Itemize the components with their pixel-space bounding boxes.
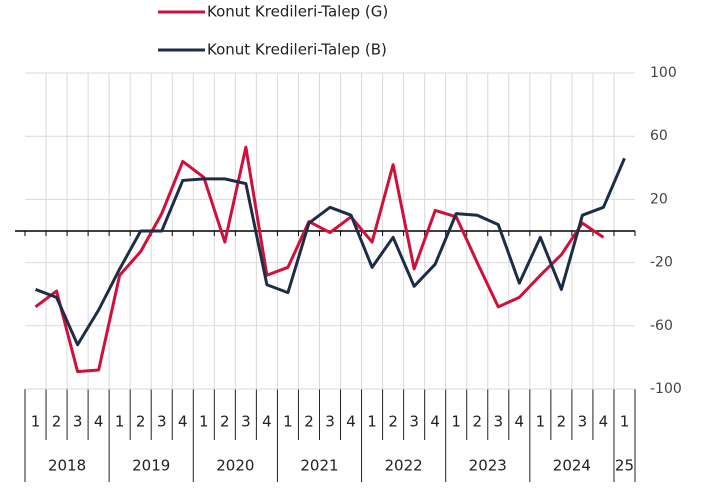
x-tick-label: 1 [451,413,461,431]
x-tick-label: 3 [578,413,588,431]
x-tick-label: 2 [304,413,314,431]
year-label: 2020 [216,457,254,475]
x-tick-label: 4 [515,413,525,431]
x-tick-label: 3 [494,413,504,431]
year-label: 2023 [469,457,507,475]
x-tick-label: 1 [367,413,377,431]
x-tick-label: 3 [409,413,419,431]
x-tick-label: 2 [220,413,230,431]
year-label: 2021 [300,457,338,475]
legend-label: Konut Kredileri-Talep (B) [207,41,387,59]
x-tick-label: 4 [262,413,272,431]
y-tick-label: -100 [650,381,682,397]
x-tick-label: 3 [157,413,167,431]
x-tick-label: 2 [52,413,62,431]
series-line [34,145,605,374]
x-tick-label: 2 [472,413,482,431]
x-tick-label: 4 [599,413,609,431]
y-tick-label: 20 [650,191,668,207]
x-tick-label: 1 [536,413,546,431]
y-tick-label: -60 [650,318,673,334]
y-tick-label: -20 [650,255,673,271]
year-label: 2024 [553,457,591,475]
year-label: 25 [615,457,634,475]
x-tick-label: 3 [73,413,83,431]
x-tick-label: 3 [241,413,251,431]
year-label: 2018 [48,457,86,475]
legend-label: Konut Kredileri-Talep (G) [207,3,388,21]
series-line [34,157,626,347]
year-label: 2019 [132,457,170,475]
x-tick-label: 1 [31,413,41,431]
x-tick-label: 4 [178,413,188,431]
y-tick-label: 100 [650,65,677,81]
x-tick-label: 1 [283,413,293,431]
x-tick-label: 3 [325,413,335,431]
x-tick-label: 4 [94,413,104,431]
x-tick-label: 1 [115,413,125,431]
x-tick-label: 4 [430,413,440,431]
y-tick-label: 60 [650,128,668,144]
x-tick-label: 2 [136,413,146,431]
x-tick-label: 1 [199,413,209,431]
x-tick-label: 1 [620,413,630,431]
x-tick-label: 4 [346,413,356,431]
year-label: 2022 [385,457,423,475]
x-tick-label: 2 [388,413,398,431]
x-tick-label: 2 [557,413,567,431]
